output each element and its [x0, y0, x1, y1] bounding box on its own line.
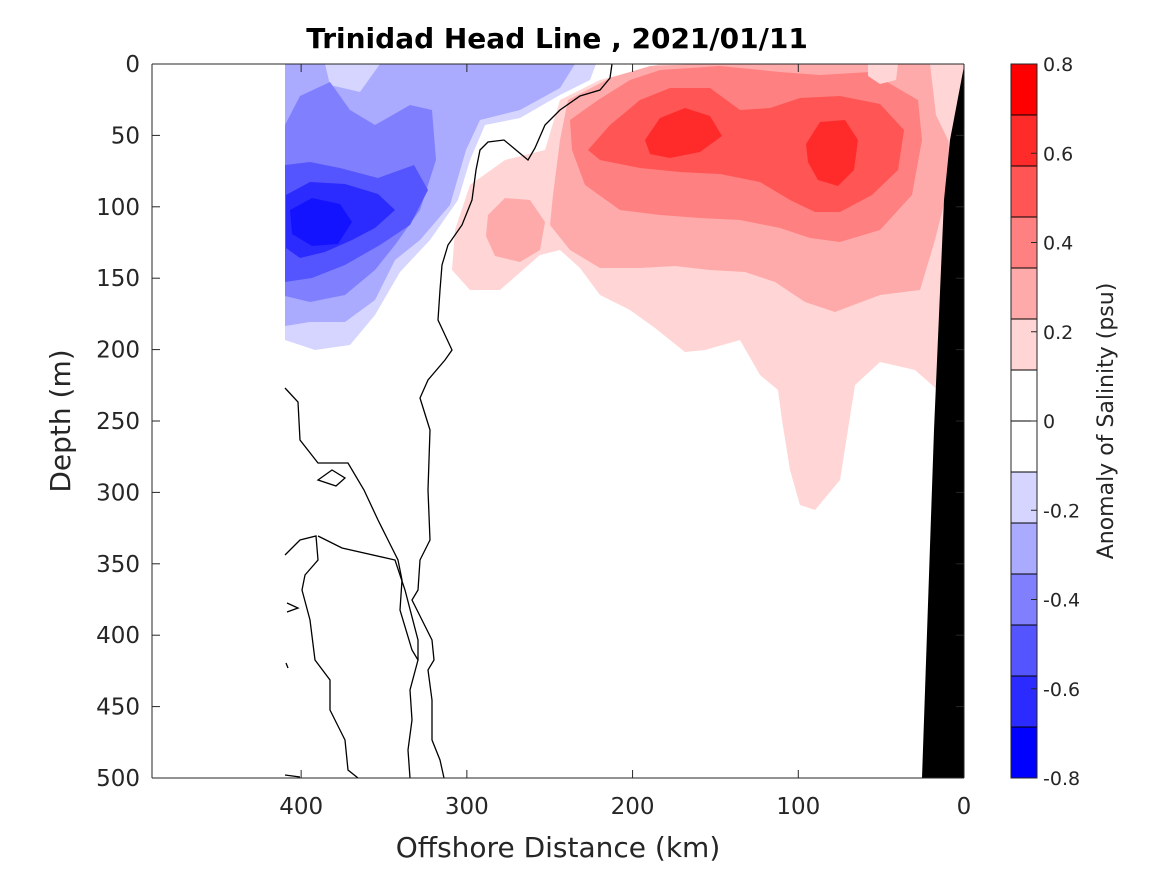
colorbar-segment — [1011, 64, 1037, 115]
colorbar-segment — [1011, 472, 1037, 523]
colorbar-tick-label: -0.4 — [1043, 590, 1080, 612]
y-tick-label: 350 — [96, 552, 140, 578]
colorbar-segment — [1011, 625, 1037, 676]
colorbar-segment — [1011, 166, 1037, 217]
y-axis-label: Depth (m) — [44, 349, 77, 492]
colorbar-tick-label: -0.8 — [1043, 768, 1080, 790]
contour-pos-0.5b — [806, 120, 858, 186]
y-tick-label: 250 — [96, 409, 140, 435]
y-tick-label: 200 — [96, 338, 140, 364]
y-tick-label: 50 — [111, 123, 140, 149]
contour-neg-0.6 — [290, 198, 352, 246]
colorbar-segment — [1011, 268, 1037, 319]
colorbar-tick-label: 0 — [1043, 411, 1055, 433]
x-tick-label: 100 — [776, 794, 820, 820]
axis-ticks: 400 300 200 100 0 0 50 100 150 200 250 300 350 400 450… — [96, 52, 971, 820]
colorbar-tick-label: 0.4 — [1043, 233, 1073, 255]
zero-contour-main — [411, 64, 613, 778]
y-tick-label: 450 — [96, 695, 140, 721]
colorbar-segment — [1011, 421, 1037, 472]
colorbar-tick-label: 0.2 — [1043, 322, 1073, 344]
x-tick-label: 300 — [445, 794, 489, 820]
colorbar-tick-label: 0.8 — [1043, 54, 1073, 76]
colorbar-segment — [1011, 370, 1037, 421]
colorbar-segment — [1011, 727, 1037, 778]
chart-title: Trinidad Head Line , 2021/01/11 — [306, 22, 808, 55]
x-axis-label: Offshore Distance (km) — [396, 831, 721, 864]
colorbar-segment — [1011, 676, 1037, 727]
y-tick-label: 300 — [96, 480, 140, 506]
y-tick-label: 500 — [96, 766, 140, 792]
colorbar-segment — [1011, 523, 1037, 574]
bathymetry-wedge — [922, 66, 964, 778]
zero-contours — [284, 64, 613, 778]
colorbar: 0.8 0.6 0.4 0.2 0 -0.2 -0.4 -0.6 -0.8 — [1010, 54, 1080, 790]
y-tick-label: 100 — [96, 195, 140, 221]
colorbar-tick-label: 0.6 — [1043, 143, 1073, 165]
zero-contour-tick-a — [286, 602, 300, 613]
zero-contour-west — [284, 535, 359, 778]
y-tick-label: 0 — [125, 52, 140, 78]
x-tick-label: 400 — [279, 794, 323, 820]
zero-contour-mid — [317, 535, 419, 660]
colorbar-segment — [1011, 115, 1037, 166]
zero-contour-loop — [316, 469, 347, 487]
y-tick-label: 150 — [96, 266, 140, 292]
contour-pos-0.5 — [645, 108, 722, 158]
contour-pos-surface-pale — [868, 64, 898, 84]
x-tick-label: 200 — [611, 794, 655, 820]
colorbar-segment — [1011, 319, 1037, 370]
colorbar-tick-label: -0.6 — [1043, 679, 1080, 701]
x-tick-label: 0 — [957, 794, 972, 820]
contour-pos-0.2b — [486, 198, 545, 262]
zero-contour-tick-b — [285, 662, 289, 669]
y-tick-label: 400 — [96, 623, 140, 649]
colorbar-tick-label: -0.2 — [1043, 500, 1080, 522]
zero-contour-tick-c — [284, 774, 301, 778]
zero-contour-deep — [284, 387, 419, 778]
colorbar-label: Anomaly of Salinity (psu) — [1094, 283, 1119, 560]
